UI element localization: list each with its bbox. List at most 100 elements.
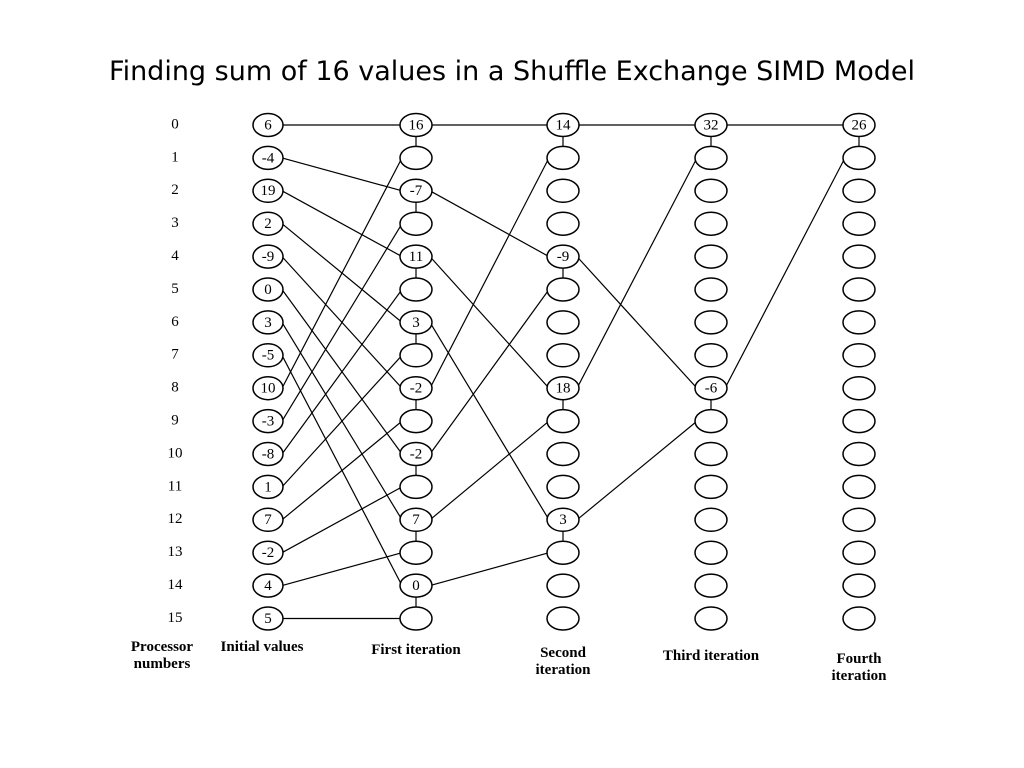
node-value: 10	[261, 381, 276, 397]
processor-node	[546, 310, 580, 335]
shuffle-link	[281, 190, 403, 258]
node-value: -4	[262, 150, 275, 166]
shuffle-link	[429, 256, 550, 389]
processor-number: 13	[168, 544, 183, 560]
processor-node	[694, 474, 728, 500]
processor-node	[842, 244, 876, 269]
node-value: 3	[412, 315, 420, 331]
processor-node	[842, 112, 876, 138]
node-value: 18	[556, 381, 571, 397]
node-value: 5	[264, 611, 272, 627]
column-label: Initial values	[220, 639, 304, 655]
processor-node	[252, 244, 284, 269]
processor-node	[842, 573, 876, 598]
node-value: 32	[704, 117, 719, 133]
processor-node	[546, 112, 580, 138]
processor-node	[842, 211, 876, 236]
processor-node	[252, 310, 284, 335]
processor-node	[252, 211, 284, 236]
node-value: 3	[559, 512, 567, 528]
processor-node	[842, 178, 876, 204]
slide-title: Finding sum of 16 values in a Shuffle Ex…	[109, 56, 915, 87]
node-value: 16	[409, 117, 425, 133]
node-value: 7	[264, 512, 272, 528]
processor-node	[399, 178, 433, 204]
processor-node	[694, 375, 728, 401]
processor-node	[252, 540, 284, 565]
node-value: 2	[264, 216, 272, 232]
shuffle-link	[281, 552, 403, 587]
processor-number: 14	[168, 577, 184, 593]
processor-node	[252, 343, 284, 368]
processor-node	[842, 540, 876, 565]
node-value: 3	[264, 315, 272, 331]
shuffle-link	[429, 190, 550, 258]
node-value: 26	[852, 117, 868, 133]
node-value: -2	[262, 545, 275, 561]
processor-node	[842, 375, 876, 401]
processor-number: 9	[171, 413, 179, 429]
shuffle-link	[576, 256, 698, 389]
processor-node	[546, 573, 580, 598]
shuffle-link	[576, 420, 698, 521]
processor-number: 4	[171, 248, 179, 264]
processor-node	[546, 474, 580, 500]
shuffle-link	[429, 420, 550, 521]
shuffle-link	[429, 157, 550, 389]
processor-number: 2	[171, 182, 179, 198]
node-value: 11	[409, 249, 423, 265]
processor-node	[399, 606, 433, 631]
processor-node	[399, 310, 433, 335]
processor-node	[252, 474, 284, 500]
node-value: -9	[262, 249, 275, 265]
processor-node	[842, 474, 876, 500]
processor-node	[399, 211, 433, 236]
processor-number: 15	[168, 610, 183, 626]
processor-node	[546, 606, 580, 631]
processor-node	[252, 507, 284, 533]
processor-node	[694, 112, 728, 138]
column-label: Second iteration	[535, 645, 591, 678]
processor-node	[399, 507, 433, 533]
processor-node	[694, 178, 728, 204]
processor-node	[252, 112, 284, 138]
processor-node	[399, 112, 433, 138]
processor-node	[694, 606, 728, 631]
processor-node	[399, 540, 433, 565]
processor-node	[252, 375, 284, 401]
node-value: -2	[410, 381, 423, 397]
node-value: -7	[410, 183, 423, 199]
column-label: Third iteration	[662, 648, 760, 664]
shuffle-link	[281, 486, 403, 554]
shuffle-link	[281, 157, 403, 192]
processor-node	[252, 606, 284, 631]
processor-node	[399, 343, 433, 368]
processor-number: 7	[171, 347, 179, 363]
processor-node	[252, 408, 284, 434]
processor-node	[399, 573, 433, 598]
processor-node	[842, 343, 876, 368]
processor-node	[694, 408, 728, 434]
shuffle-link	[429, 552, 550, 587]
processor-number: 5	[171, 281, 179, 297]
processor-node	[842, 507, 876, 533]
processor-node	[399, 244, 433, 269]
processor-node	[842, 145, 876, 171]
processor-node	[694, 507, 728, 533]
processor-node	[546, 408, 580, 434]
processor-node	[399, 474, 433, 500]
processor-node	[399, 408, 433, 434]
processor-node	[546, 507, 580, 533]
processor-node	[842, 310, 876, 335]
processor-node	[399, 375, 433, 401]
shuffle-link	[281, 289, 403, 455]
processor-node	[399, 277, 433, 302]
processor-node	[546, 375, 580, 401]
node-value: 14	[556, 117, 572, 133]
processor-node	[842, 606, 876, 631]
shuffle-link	[576, 157, 698, 389]
processor-node	[842, 277, 876, 302]
processor-node	[399, 145, 433, 171]
